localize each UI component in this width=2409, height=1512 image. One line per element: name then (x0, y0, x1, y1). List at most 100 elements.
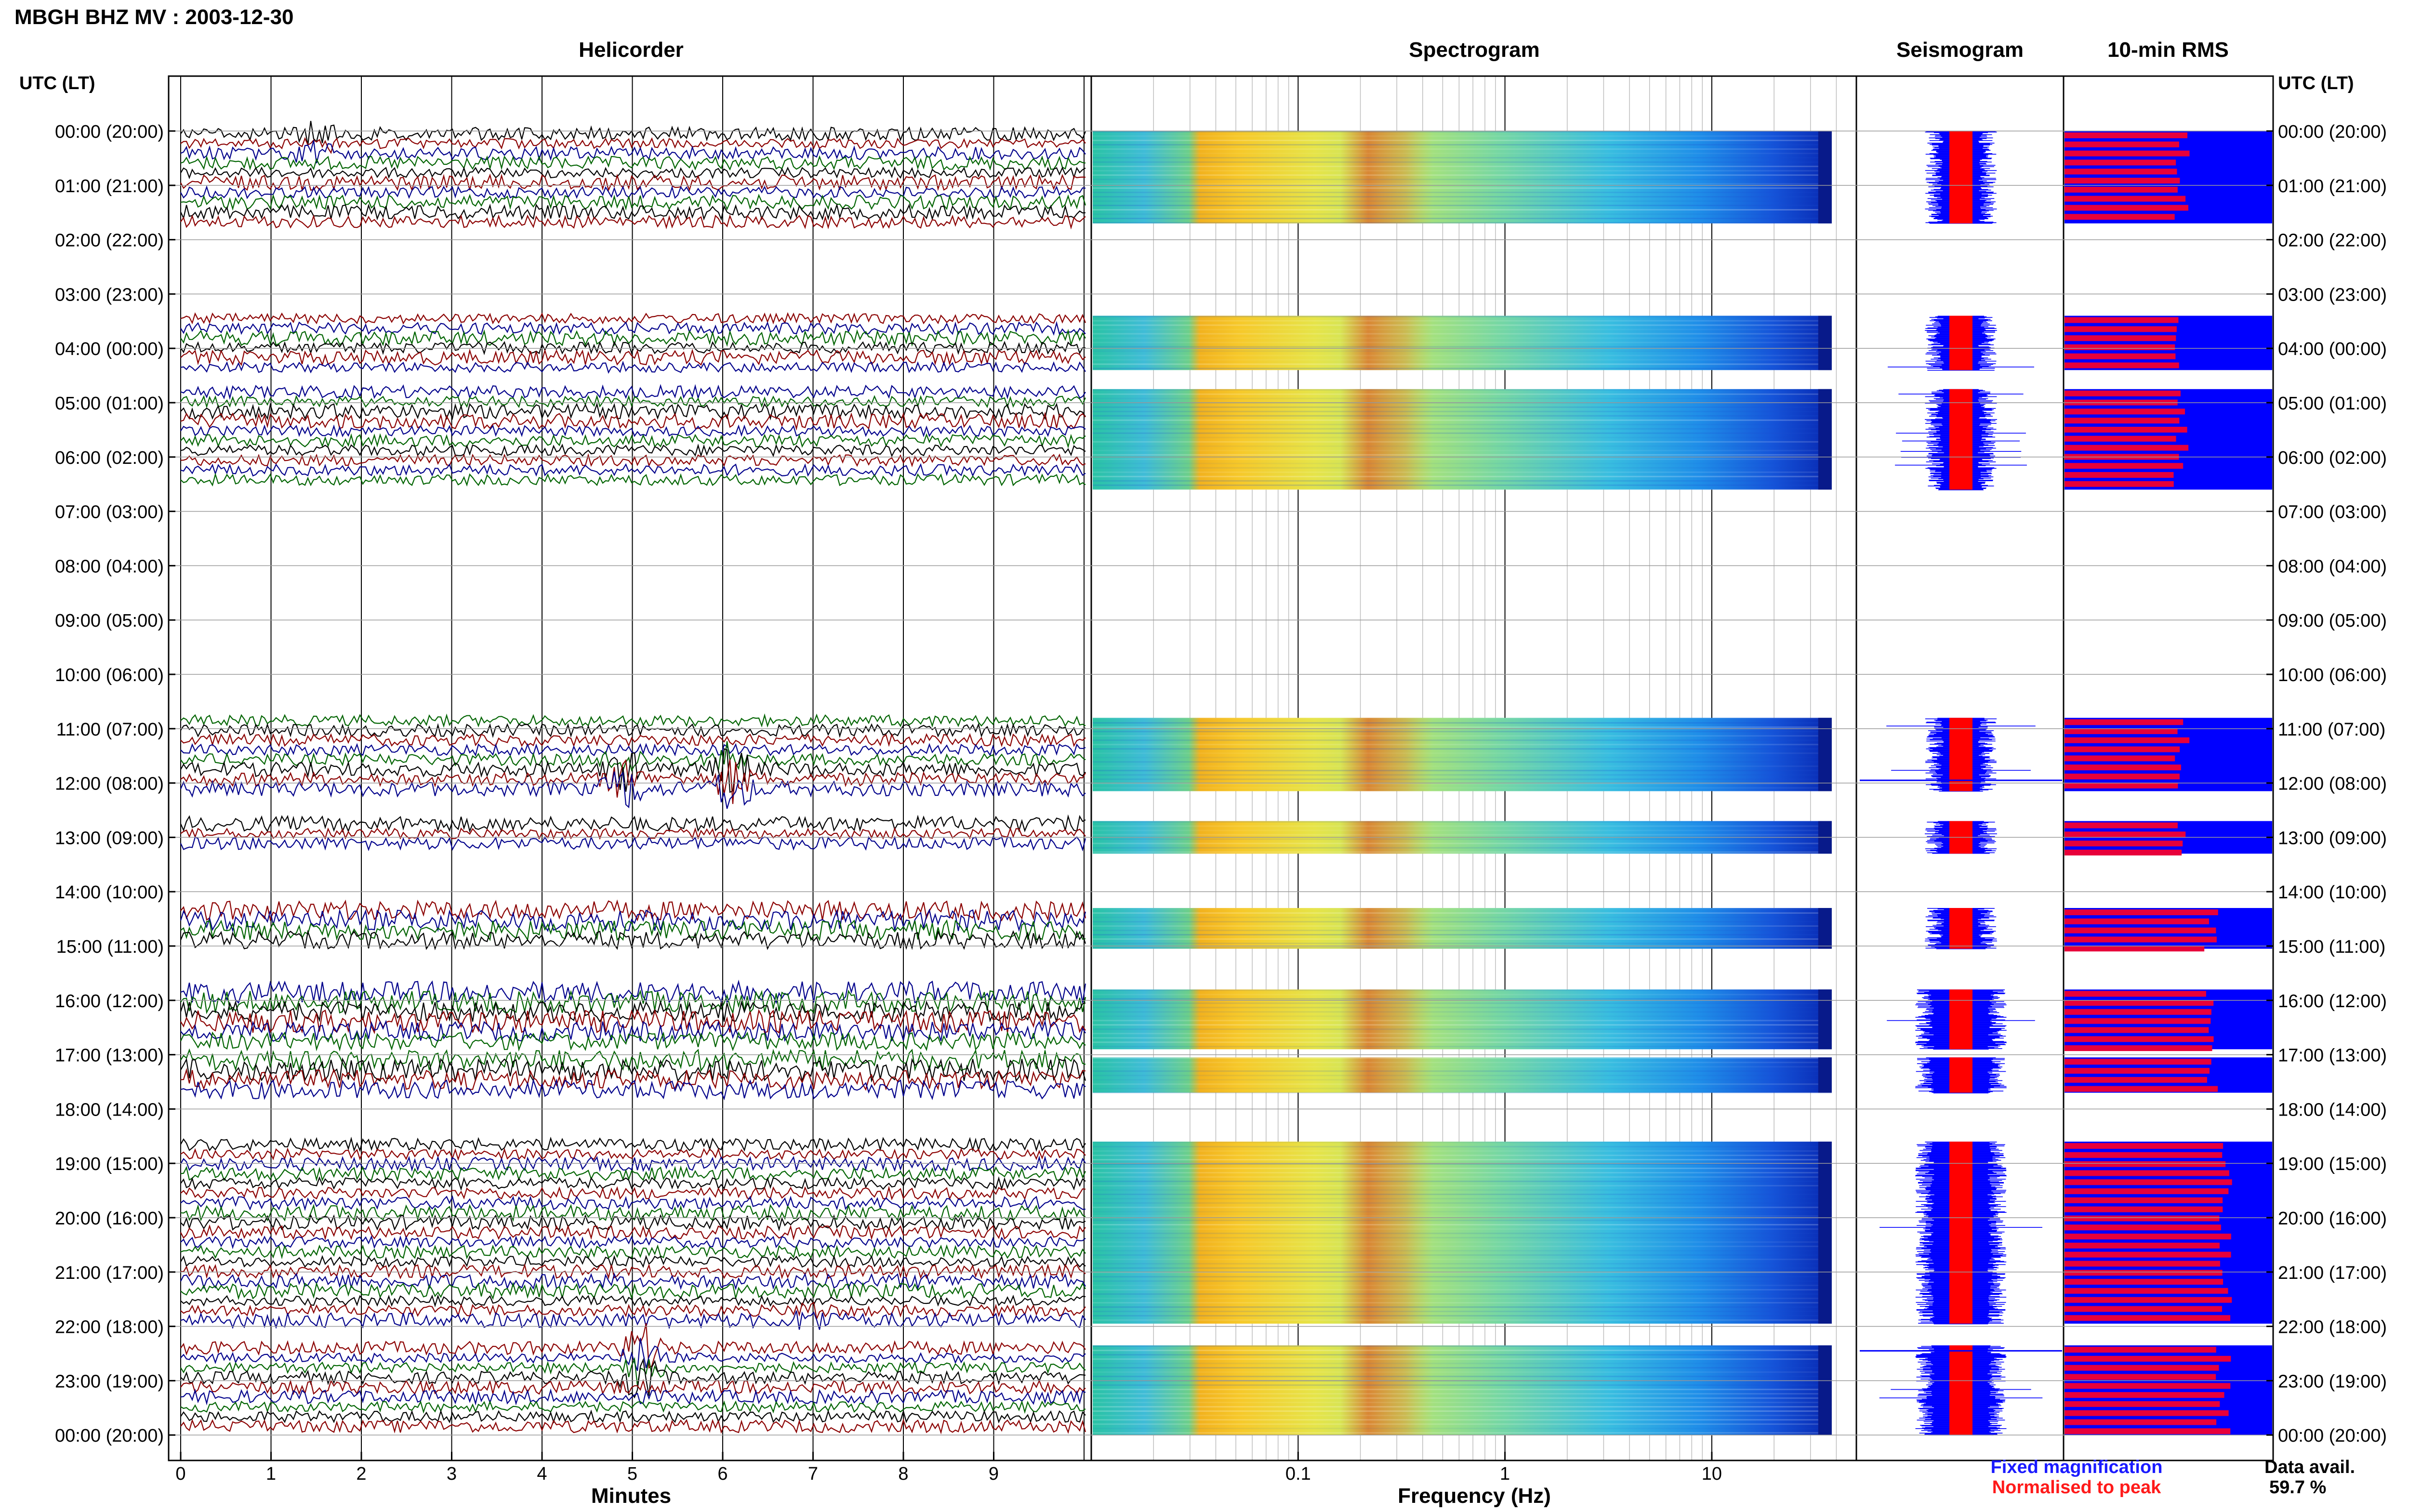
rms-normalised-bar (2065, 1152, 2223, 1158)
helicorder-trace (180, 929, 1086, 950)
spectrogram-streak (1093, 1354, 1832, 1356)
helicorder-trace (180, 214, 1086, 230)
panel-frame (2063, 75, 2274, 1461)
spectrogram-streak (1093, 1185, 1832, 1187)
spectrogram-streak (1093, 1041, 1832, 1043)
x-axis-ticks: 0 1 2 3 4 5 6 7 8 9 0.1 1 10 (175, 1452, 1722, 1484)
helicorder-trace (180, 1009, 1086, 1035)
minute-tick-label: 8 (898, 1464, 908, 1484)
helicorder-trace (180, 166, 1086, 180)
helicorder-trace (180, 1281, 1086, 1301)
spectrogram-streak (1093, 834, 1832, 836)
helicorder-trace (180, 348, 1086, 367)
spectrogram-streak (1093, 1202, 1832, 1204)
spectrogram-streak (1093, 1150, 1832, 1152)
rms-normalised-bar (2065, 737, 2190, 743)
spectrogram-streak (1093, 1015, 1832, 1017)
rms-data-block (2065, 989, 2272, 1052)
helicorder-trace (180, 155, 1086, 171)
right-time-label: 20:00 (16:00) (2278, 1209, 2387, 1229)
rms-normalised-bar (2065, 390, 2181, 396)
rms-data-block (2065, 718, 2272, 791)
rms-normalised-bar (2065, 1297, 2232, 1303)
helicorder-trace (180, 1358, 1086, 1399)
spectrogram-streak (1093, 842, 1832, 844)
rms-normalised-bar (2065, 755, 2175, 762)
spectrogram-streak (1093, 410, 1832, 412)
helicorder-trace (180, 1057, 1086, 1083)
left-time-label: 07:00 (03:00) (55, 502, 164, 523)
spectrogram-streak (1093, 1194, 1832, 1196)
spectrogram-streak (1093, 144, 1832, 145)
spectrogram-streak (1093, 748, 1832, 750)
spectrogram-streak (1093, 1066, 1832, 1068)
spectrogram-streak (1093, 1428, 1832, 1430)
spectrogram-streak (1093, 1319, 1832, 1321)
rms-normalised-bar (2065, 196, 2186, 202)
seismogram-normalised-band (1949, 389, 1972, 490)
spectrogram-streak (1093, 1254, 1832, 1256)
spectrogram-streak (1093, 1285, 1832, 1287)
spectrogram-streak (1093, 320, 1832, 322)
spectrogram-peak-band (1340, 1057, 1433, 1093)
rms-normalised-bar (2065, 1419, 2217, 1425)
rms-normalised-bar (2065, 335, 2176, 342)
helicorder-trace (180, 411, 1086, 431)
spectrogram-streak (1093, 934, 1832, 936)
rms-normalised-bar (2065, 841, 2183, 847)
figure-title: MBGH BHZ MV : 2003-12-30 (14, 5, 293, 29)
right-time-label: 00:00 (20:00) (2278, 122, 2387, 142)
left-time-label: 13:00 (09:00) (55, 828, 164, 848)
rms-normalised-bar (2065, 774, 2180, 780)
spectrogram-streak (1093, 1176, 1832, 1178)
spectrogram-streak (1093, 908, 1832, 910)
spectrogram-edge (1818, 1142, 1832, 1324)
rms-normalised-bar (2065, 445, 2189, 451)
spectrogram-streak (1093, 821, 1832, 823)
helicorder-trace (180, 733, 1086, 748)
seismogram-normalised-band (1949, 1142, 1972, 1324)
left-time-label: 00:00 (20:00) (55, 122, 164, 142)
spectrogram-streak (1093, 1393, 1832, 1395)
spectrogram-streak (1093, 393, 1832, 395)
rms-normalised-bar (2065, 831, 2186, 838)
panel-title-helicorder: Helicorder (579, 38, 684, 62)
helicorder-trace (180, 1155, 1086, 1172)
spectrogram-block (1093, 989, 1832, 1050)
spectrogram-streak (1093, 428, 1832, 430)
rms-data-block (2065, 389, 2272, 490)
rms-normalised-bar (2065, 1365, 2219, 1371)
spectrogram-streak (1093, 1079, 1832, 1081)
spectrogram-streak (1093, 200, 1832, 202)
seismogram-fixed-line (1933, 1323, 1988, 1325)
spectrogram-streak (1093, 1241, 1832, 1243)
left-time-label: 06:00 (02:00) (55, 448, 164, 468)
spectrogram-streak (1093, 947, 1832, 949)
helicorder-trace (180, 185, 1086, 199)
spectrogram-streak (1093, 735, 1832, 737)
spectrogram-streak (1093, 346, 1832, 348)
seismogram-data-block (1925, 908, 1997, 949)
rms-normalised-bar (2065, 1215, 2220, 1222)
right-time-label: 15:00 (11:00) (2278, 937, 2385, 957)
right-time-label: 01:00 (21:00) (2278, 176, 2387, 197)
spectrogram-streak (1093, 397, 1832, 399)
rms-normalised-bar (2065, 1261, 2220, 1267)
spectrogram-streak (1093, 994, 1832, 996)
spectrogram-streak (1093, 1159, 1832, 1161)
rms-normalised-bar (2065, 936, 2217, 943)
spectrogram-streak (1093, 938, 1832, 940)
spectrogram-edge (1818, 131, 1832, 224)
left-time-label: 05:00 (01:00) (55, 394, 164, 414)
spectrogram-streak (1093, 1181, 1832, 1183)
legend-normalised-to-peak: Normalised to peak (1992, 1477, 2161, 1498)
helicorder-trace (180, 1235, 1086, 1249)
minute-tick-label: 2 (356, 1464, 366, 1484)
helicorder-trace (180, 341, 1086, 355)
spectrogram-streak (1093, 1233, 1832, 1235)
helicorder-trace (180, 312, 1086, 325)
spectrogram-streak (1093, 1406, 1832, 1408)
spectrogram-streak (1093, 943, 1832, 945)
helicorder-trace (180, 979, 1086, 1004)
